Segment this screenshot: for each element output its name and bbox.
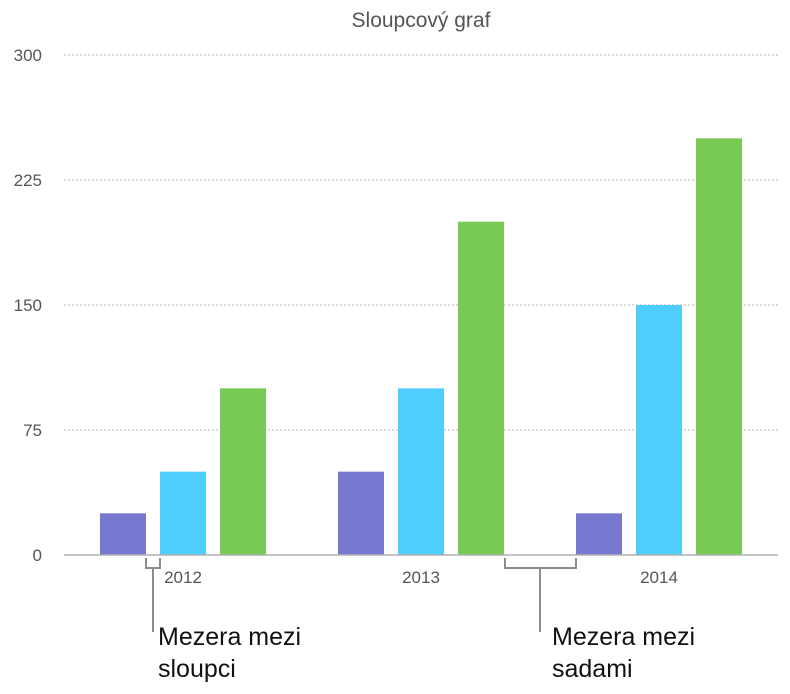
bar-gap-label-line2: sloupci [158,655,236,683]
bar-2012-series-2 [160,471,206,555]
set-gap-label-line2: sadami [552,655,633,683]
bar-2014-series-2 [636,305,682,555]
x-axis-tick-labels: 2012 2013 2014 [164,568,678,587]
y-tick-label: 0 [33,546,42,565]
bar-2014-series-1 [576,513,622,555]
set-gap-bracket [504,558,577,632]
bar-2013-series-1 [338,471,384,555]
bar-gap-label-line1: Mezera mezi [158,623,301,651]
bar-gap-bracket [145,558,161,632]
bar-gap-annotation: Mezera mezi sloupci [145,558,301,683]
chart-title: Sloupcový graf [352,9,491,32]
bar-2014-series-3 [696,138,742,556]
set-gap-annotation: Mezera mezi sadami [504,558,695,683]
x-tick-label: 2012 [164,568,202,587]
x-tick-label: 2013 [402,568,440,587]
bar-2012-series-1 [100,513,146,555]
bar-2013-series-2 [398,388,444,555]
bar-2013-series-3 [458,221,504,555]
bars [100,138,742,556]
set-gap-label-line1: Mezera mezi [552,623,695,651]
y-tick-label: 75 [23,421,42,440]
y-tick-label: 225 [14,171,42,190]
bar-2012-series-3 [220,388,266,555]
y-axis-tick-labels: 0 75 150 225 300 [14,46,42,565]
y-tick-label: 300 [14,46,42,65]
x-tick-label: 2014 [640,568,678,587]
y-tick-label: 150 [14,296,42,315]
